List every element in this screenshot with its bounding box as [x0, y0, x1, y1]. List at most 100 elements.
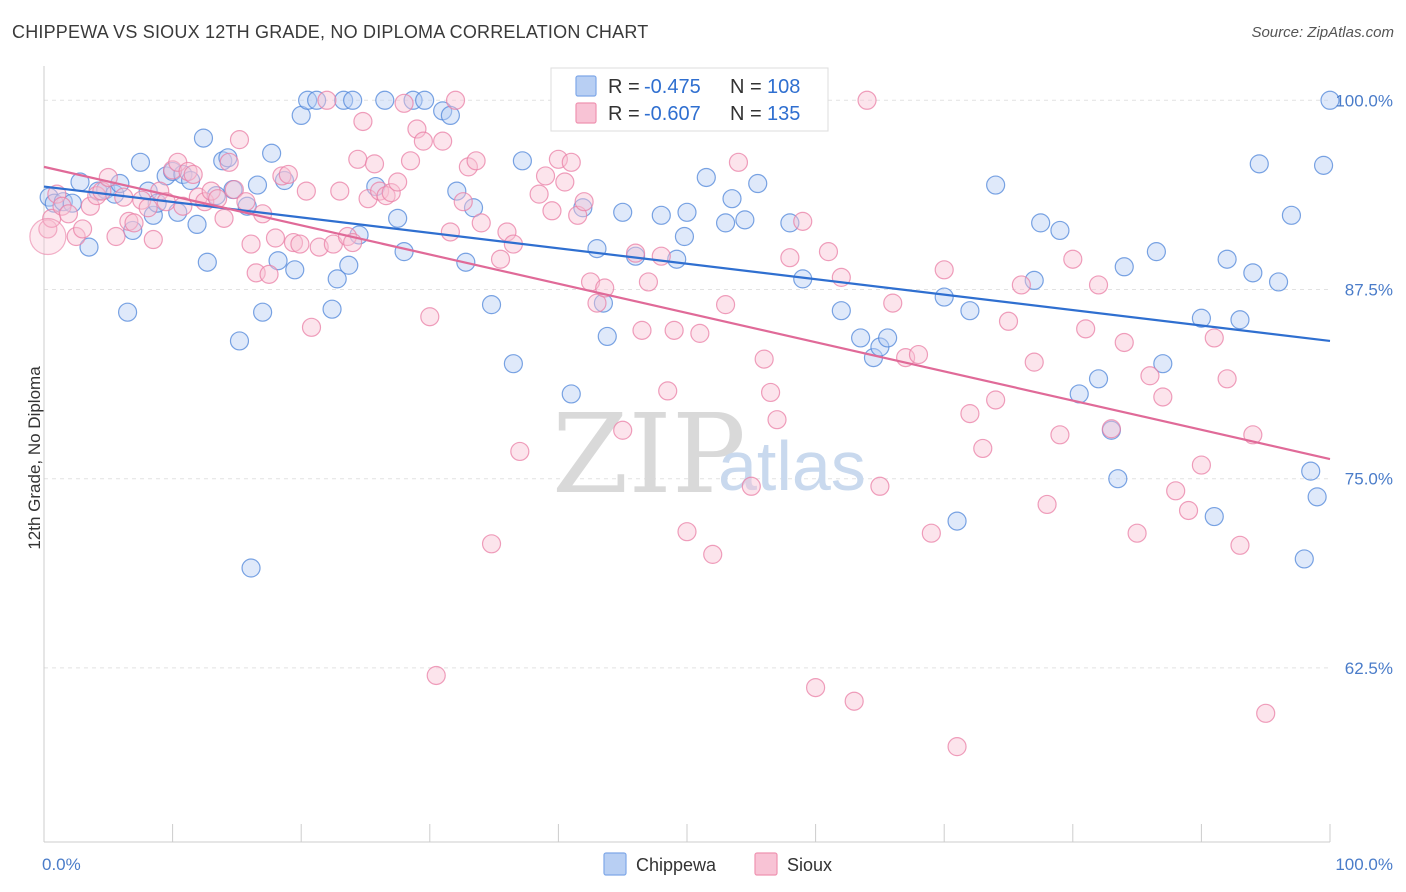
sioux-point: [921, 523, 941, 543]
chippewa-point: [677, 202, 697, 222]
sioux-point: [1011, 275, 1031, 295]
sioux-point: [52, 196, 72, 216]
chippewa-point: [447, 181, 467, 201]
series-sioux: [38, 90, 1276, 757]
chippewa-point: [722, 189, 742, 209]
sioux-point: [857, 90, 877, 110]
watermark-atlas: atlas: [718, 427, 866, 505]
x-tick-label-start: 0.0%: [42, 855, 81, 874]
chippewa-point: [715, 213, 736, 233]
sioux-point: [973, 438, 993, 459]
sioux-point: [1230, 535, 1250, 555]
chippewa-point: [229, 331, 250, 351]
chippewa-point: [1088, 369, 1109, 389]
axes: [43, 66, 1331, 843]
chippewa-point: [262, 143, 282, 163]
legend-r-value-chippewa: -0.475: [644, 76, 701, 98]
chippewa-point: [343, 90, 363, 110]
chippewa-point: [667, 249, 687, 269]
legend-swatch-chippewa: [575, 75, 597, 97]
sioux-point: [453, 192, 473, 212]
sioux-point: [183, 164, 203, 185]
sioux-point: [883, 293, 903, 313]
sioux-point: [296, 181, 316, 201]
sioux-point: [219, 152, 239, 172]
sioux-point: [497, 222, 517, 242]
sioux-point: [677, 522, 697, 542]
chippewa-point: [375, 90, 395, 110]
trend-line-sioux: [43, 165, 1331, 461]
sioux-point: [72, 219, 93, 239]
chippewa-point: [285, 260, 305, 280]
sioux-point: [420, 307, 440, 327]
chippewa-point: [79, 237, 99, 257]
sioux-point: [1088, 275, 1109, 295]
chippewa-point: [394, 242, 414, 262]
trend-lines: [43, 165, 1331, 461]
sioux-point: [754, 349, 774, 369]
watermark: ZIP atlas: [552, 390, 866, 518]
chippewa-point: [1024, 270, 1044, 291]
sioux-point: [561, 152, 581, 172]
bottom-legend-label-sioux: Sioux: [787, 855, 832, 875]
sioux-point: [908, 344, 929, 365]
sioux-point: [998, 311, 1019, 331]
sioux-point: [413, 131, 433, 151]
chippewa-point: [1230, 310, 1250, 330]
chippewa-point: [253, 302, 273, 322]
sioux-point: [376, 186, 396, 206]
sioux-point: [715, 295, 736, 315]
chippewa-point: [651, 205, 671, 225]
legend-n-label-chippewa: N =: [730, 76, 762, 98]
watermark-zip: ZIP: [552, 390, 746, 518]
chippewa-point: [463, 198, 484, 218]
sioux-point: [632, 320, 652, 340]
sioux-point: [587, 293, 607, 313]
sioux-point: [124, 213, 144, 233]
sioux-point: [934, 260, 954, 280]
chippewa-point: [561, 384, 581, 404]
legend-r-label-chippewa: R =: [608, 76, 640, 98]
sioux-point: [767, 410, 787, 430]
sioux-point: [278, 164, 298, 185]
chippewa-point: [1307, 487, 1327, 507]
sioux-point: [229, 130, 250, 150]
y-tick-label: 75.0%: [1345, 470, 1393, 489]
sioux-point: [1243, 425, 1263, 445]
sioux-point: [272, 166, 292, 186]
chippewa-point: [130, 152, 151, 172]
chippewa-point: [1217, 249, 1237, 269]
x-tick-label-end: 100.0%: [1335, 855, 1393, 874]
legend-r-label-sioux: R =: [608, 103, 640, 125]
sioux-point: [224, 179, 244, 200]
chippewa-point: [1146, 242, 1166, 262]
legend-n-value-chippewa: 108: [767, 76, 800, 98]
sioux-point: [400, 151, 421, 171]
chippewa-point: [440, 105, 460, 126]
sioux-point: [407, 119, 427, 139]
chippewa-point: [696, 167, 716, 188]
sioux-point: [690, 323, 710, 343]
sioux-point: [960, 404, 980, 424]
sioux-point: [471, 213, 491, 233]
sioux-point: [353, 111, 373, 132]
legend-frame: [550, 67, 829, 132]
trend-line-chippewa: [43, 185, 1331, 343]
sioux-point: [510, 441, 530, 462]
chippewa-point: [986, 175, 1006, 195]
chippewa-point: [415, 90, 435, 110]
chippewa-point: [947, 511, 967, 531]
sioux-point: [138, 198, 158, 218]
chippewa-point: [1114, 257, 1134, 277]
chippewa-point: [1313, 155, 1334, 175]
sioux-point: [1037, 494, 1057, 515]
sioux-point: [348, 149, 368, 169]
bottom-legend-swatch-sioux: [754, 852, 778, 876]
sioux-point: [29, 217, 67, 256]
chippewa-point: [1249, 154, 1269, 174]
sioux-point: [613, 420, 633, 440]
sioux-point: [236, 192, 256, 212]
chippewa-point: [388, 208, 408, 228]
sioux-point: [870, 476, 890, 496]
chippewa-point: [831, 301, 851, 321]
